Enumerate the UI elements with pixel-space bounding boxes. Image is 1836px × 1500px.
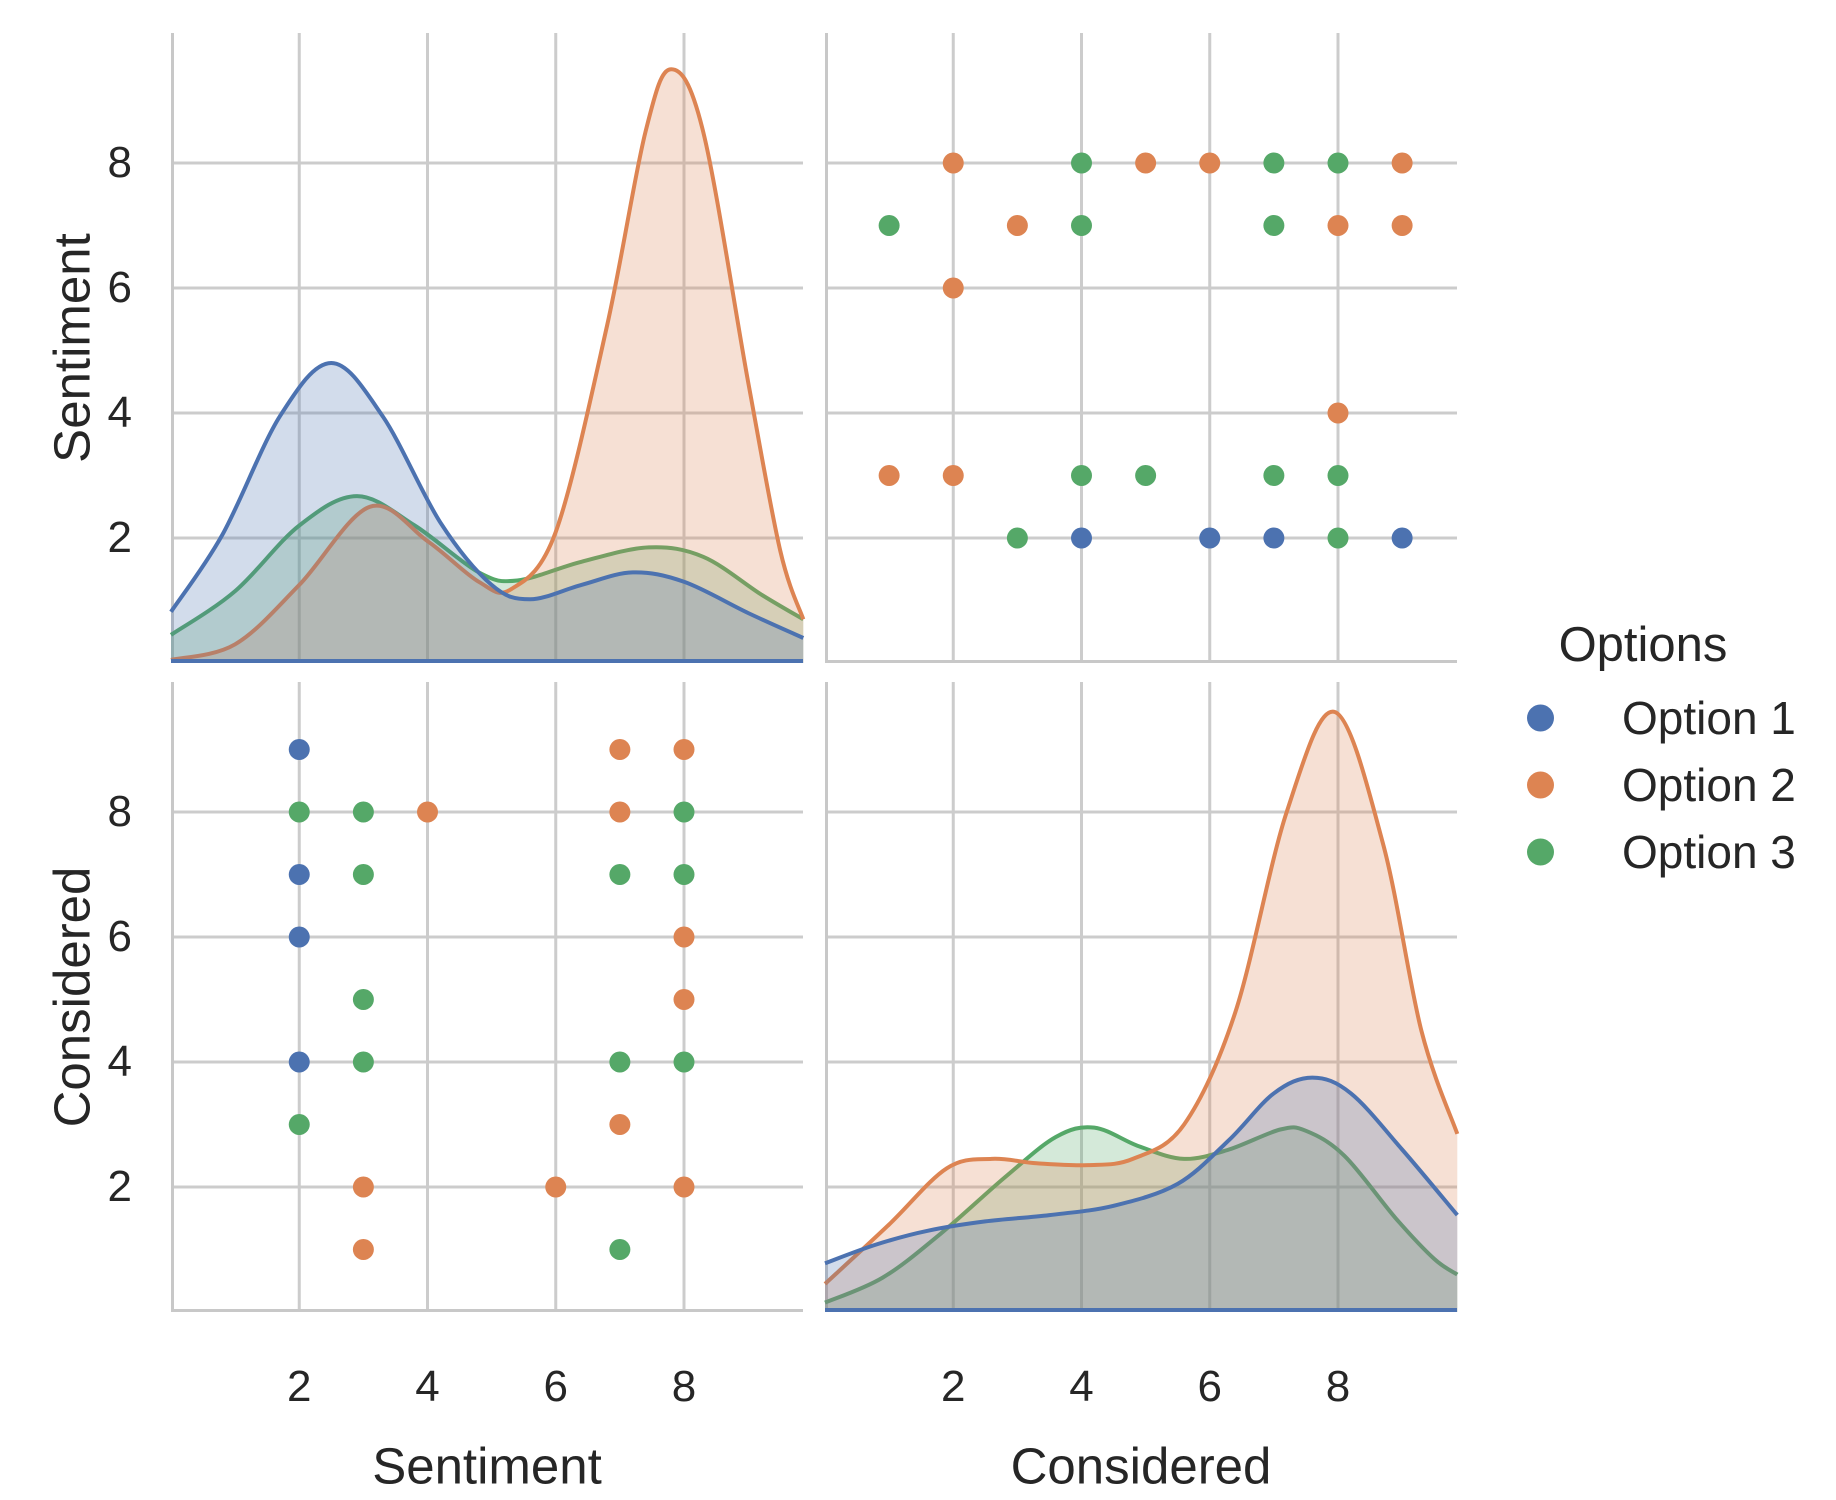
kde-fill-option-1 [825, 1077, 1458, 1312]
scatter-point [417, 801, 438, 823]
scatter-point [609, 739, 631, 760]
scatter-point [1071, 527, 1092, 549]
x-axis-label-considered: Considered [1010, 1437, 1272, 1495]
tick-label: 2 [941, 1362, 966, 1411]
scatter-point [609, 801, 631, 823]
scatter-point [942, 152, 964, 174]
scatter-point [1071, 215, 1092, 236]
kde-fill-option-2 [171, 69, 804, 664]
tick-label: 8 [1325, 1362, 1351, 1411]
scatter-point [288, 1114, 310, 1135]
scatter-point [288, 801, 310, 823]
legend-item-label: Option 3 [1622, 826, 1796, 878]
tick-label: 2 [107, 513, 132, 562]
panel-considered-vs-sentiment-scatter [171, 682, 803, 1312]
kde-curve-option-1 [824, 1075, 1459, 1266]
scatter-point [1391, 152, 1413, 174]
scatter-point [1199, 152, 1221, 174]
scatter-point [352, 1176, 374, 1198]
scatter-point [942, 465, 964, 486]
scatter-point [288, 864, 310, 885]
scatter-point [609, 864, 631, 885]
scatter-point [288, 739, 310, 760]
panel-considered-kde [823, 682, 1460, 1312]
option-2-color-dot [1527, 771, 1554, 799]
scatter-point [673, 989, 695, 1010]
scatter-point [878, 465, 900, 486]
tick-label: 4 [1069, 1362, 1094, 1411]
scatter-point [288, 1051, 310, 1073]
tick-label: 8 [671, 1362, 697, 1411]
scatter-point [1263, 215, 1285, 236]
scatter-point [288, 926, 310, 948]
scatter-point [1327, 527, 1349, 549]
tick-label: 4 [107, 388, 132, 437]
kde-curve-option-2 [823, 709, 1460, 1286]
scatter-point [545, 1176, 567, 1198]
scatter-point [673, 1176, 695, 1198]
y-axis-label-considered: Considered [43, 866, 101, 1128]
scatter-point [1263, 152, 1285, 174]
scatter-point [673, 1051, 695, 1073]
scatter-point [942, 277, 964, 299]
scatter-point [673, 926, 695, 948]
kde-curve-option-1 [169, 360, 805, 640]
scatter-point [352, 1051, 374, 1073]
y-axis-label-sentiment: Sentiment [43, 233, 101, 463]
tick-label: 4 [415, 1362, 440, 1411]
scatter-point [609, 1051, 631, 1073]
tick-label: 4 [107, 1037, 132, 1086]
kde-fill-option-1 [171, 363, 804, 663]
scatter-point [1135, 152, 1157, 174]
scatter-point [1327, 465, 1349, 486]
legend-item-label: Option 2 [1622, 759, 1796, 811]
kde-fill-option-3 [825, 1127, 1458, 1312]
scatter-point [673, 801, 695, 823]
scatter-point [1263, 465, 1285, 486]
tick-label: 8 [107, 787, 132, 836]
x-axis-label-sentiment: Sentiment [372, 1437, 602, 1495]
tick-label: 2 [107, 1162, 132, 1211]
tick-label: 2 [287, 1362, 312, 1411]
scatter-point [673, 739, 695, 760]
option-1-color-dot [1527, 704, 1554, 732]
scatter-point [352, 989, 374, 1010]
scatter-point [609, 1114, 631, 1135]
tick-label: 6 [543, 1362, 568, 1411]
tick-label: 8 [107, 138, 132, 187]
scatter-point [1006, 527, 1028, 549]
scatter-point [673, 864, 695, 885]
scatter-point [1006, 215, 1028, 236]
scatter-point [1327, 402, 1349, 424]
tick-label: 6 [107, 263, 132, 312]
kde-fill-option-2 [825, 711, 1458, 1312]
scatter-point [352, 864, 374, 885]
scatter-point [352, 801, 374, 823]
scatter-point [1071, 465, 1092, 486]
scatter-point [878, 215, 900, 236]
scatter-point [609, 1239, 631, 1260]
scatter-point [1391, 215, 1413, 236]
option-3-color-dot [1527, 838, 1554, 866]
tick-label: 6 [107, 912, 132, 961]
tick-label: 6 [1197, 1362, 1222, 1411]
scatter-point [1327, 152, 1349, 174]
scatter-point [1071, 152, 1092, 174]
legend-title: Options [1558, 618, 1728, 672]
kde-curve-option-2 [170, 67, 806, 662]
legend-item-label: Option 1 [1622, 692, 1796, 744]
scatter-point [1327, 215, 1349, 236]
scatter-point [1135, 465, 1157, 486]
scatter-point [1199, 527, 1221, 549]
scatter-point [352, 1239, 374, 1260]
scatter-point [1391, 527, 1413, 549]
scatter-point [1263, 527, 1285, 549]
panel-sentiment-vs-considered-scatter [825, 33, 1457, 663]
kde-curve-option-3 [824, 1125, 1459, 1305]
kde-curve-option-3 [169, 494, 805, 637]
panel-sentiment-kde [169, 33, 806, 664]
